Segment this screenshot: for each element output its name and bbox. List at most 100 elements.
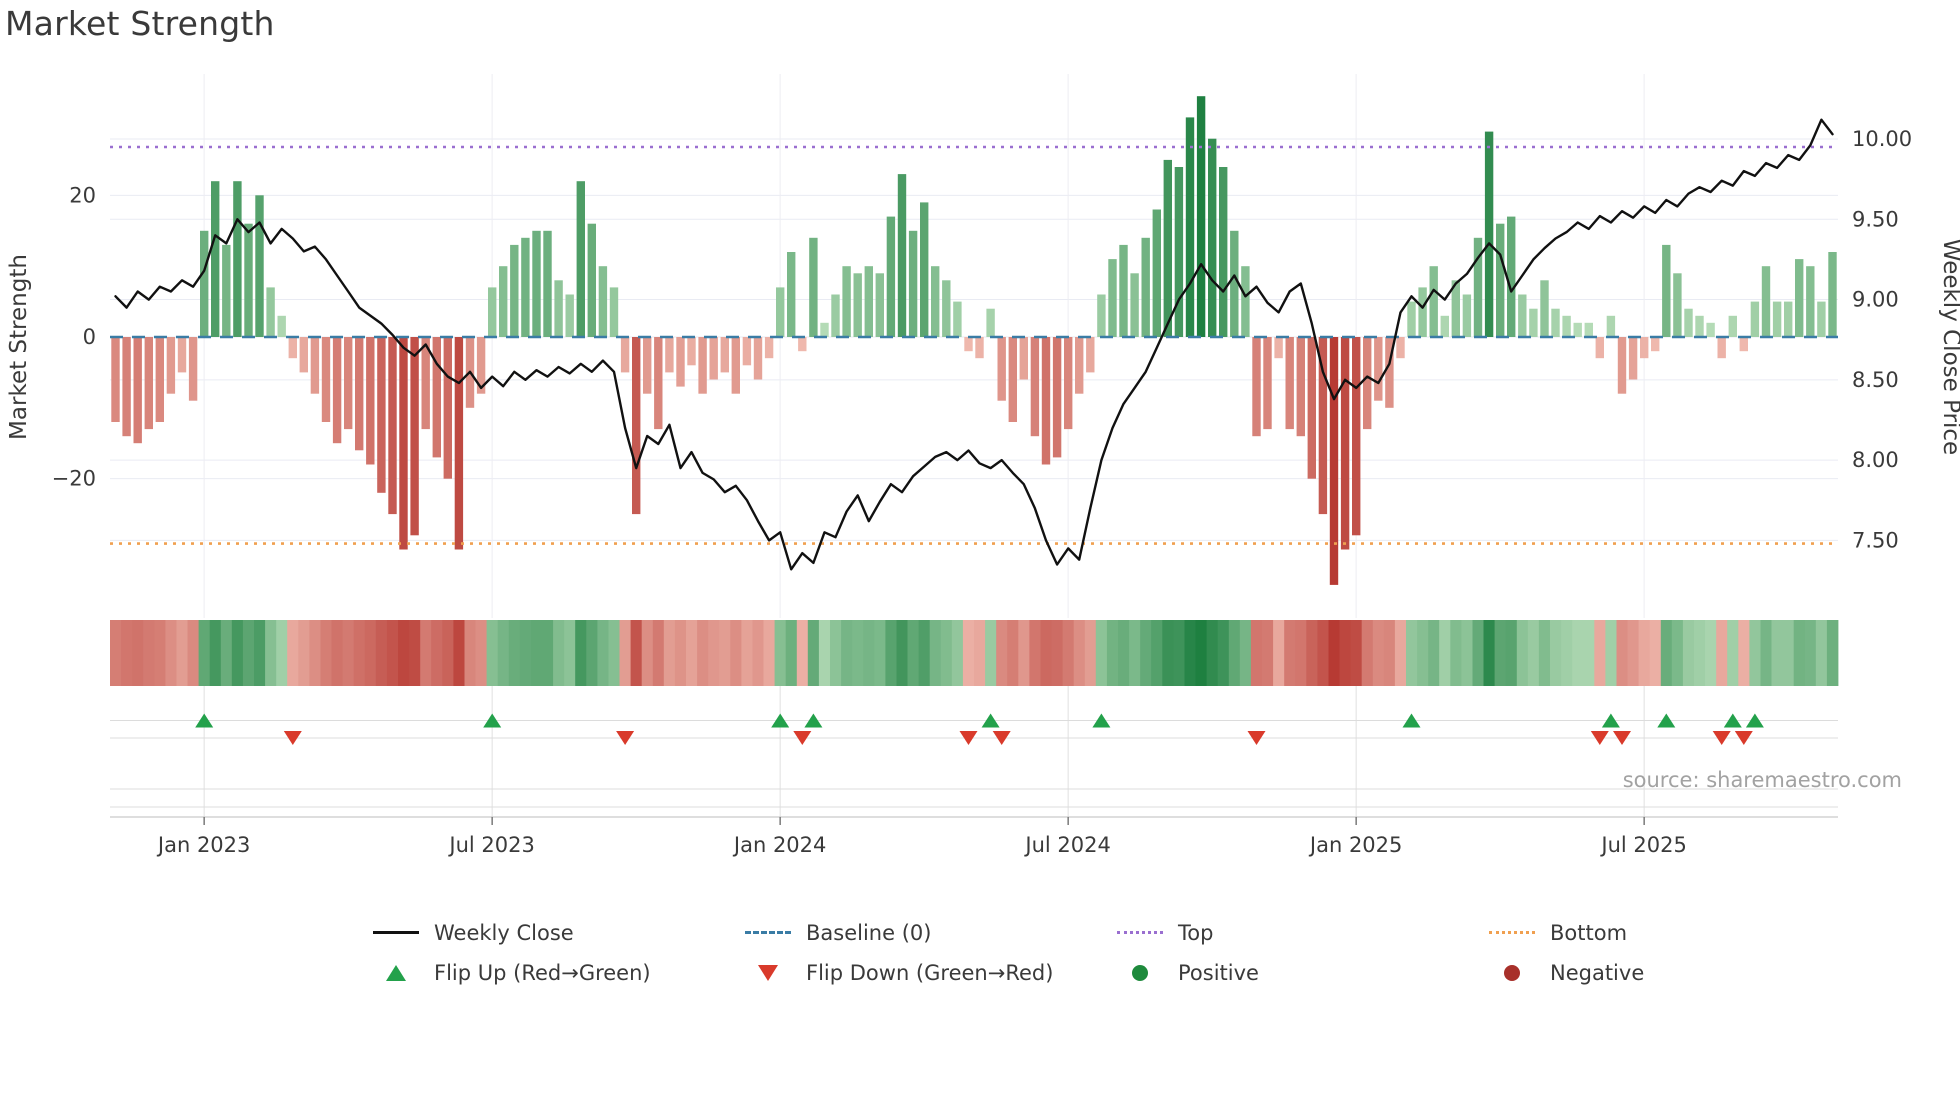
legend-label: Flip Down (Green→Red) xyxy=(806,960,1054,985)
strength-bar xyxy=(1551,308,1560,337)
heatmap-cell xyxy=(1782,620,1795,686)
strength-bar xyxy=(1529,308,1538,337)
left-tick-label: 20 xyxy=(69,183,96,207)
heatmap-cell xyxy=(896,620,908,686)
heatmap-cell xyxy=(154,620,166,686)
heatmap-cell xyxy=(1372,620,1385,686)
strength-bar xyxy=(532,230,541,337)
strength-bar xyxy=(742,337,752,366)
heatmap-cell xyxy=(874,620,886,686)
strength-bar xyxy=(997,337,1006,401)
heatmap-cell xyxy=(1317,620,1329,686)
legend-label: Positive xyxy=(1178,960,1259,985)
legend-positive: Positive xyxy=(1116,956,1488,989)
heatmap-cell xyxy=(807,620,820,686)
strength-bar xyxy=(133,337,142,444)
heatmap-cell xyxy=(663,620,676,686)
strength-bar xyxy=(853,273,862,337)
heatmap-cell xyxy=(1705,620,1717,686)
strength-bar xyxy=(1739,337,1748,352)
legend-label: Negative xyxy=(1550,960,1645,985)
strength-bar xyxy=(1086,337,1095,373)
strength-bar xyxy=(488,287,497,337)
heatmap-cell xyxy=(1439,620,1451,686)
strength-bar xyxy=(687,337,696,366)
strength-bar xyxy=(831,294,840,337)
strength-bar xyxy=(1363,337,1372,430)
strength-bar xyxy=(1285,337,1294,430)
right-tick-label: 8.00 xyxy=(1852,448,1899,472)
heatmap-cell xyxy=(176,620,188,686)
strength-bar xyxy=(709,337,718,380)
strength-bar xyxy=(698,337,707,394)
strength-bar xyxy=(1484,131,1494,337)
x-tick-label: Jan 2024 xyxy=(732,833,827,857)
strength-bar xyxy=(886,216,896,337)
strength-bar xyxy=(1241,266,1250,337)
strength-bar xyxy=(975,337,984,359)
strength-bar xyxy=(1041,337,1051,465)
strength-bar xyxy=(942,280,951,337)
heatmap-cell xyxy=(1273,620,1285,686)
heatmap-cell xyxy=(1029,620,1041,686)
heatmap-cell xyxy=(774,620,787,686)
heatmap-cell xyxy=(1472,620,1484,686)
heatmap-cell xyxy=(1140,620,1152,686)
strength-bar xyxy=(1318,337,1328,515)
legend-flip-down: Flip Down (Green→Red) xyxy=(744,956,1116,989)
heatmap-cell xyxy=(852,620,864,686)
heatmap-cell xyxy=(1682,620,1695,686)
heatmap-cell xyxy=(1173,620,1185,686)
flip-up-triangle-icon xyxy=(386,964,406,981)
strength-bar xyxy=(111,337,120,422)
strength-bar xyxy=(964,337,973,352)
strength-heatmap xyxy=(110,620,1839,686)
heatmap-cell xyxy=(1694,620,1706,686)
strength-bar xyxy=(931,266,940,337)
heatmap-cell xyxy=(730,620,742,686)
strength-bar xyxy=(764,337,774,359)
heatmap-cell xyxy=(132,620,144,686)
heatmap-cell xyxy=(1649,620,1662,686)
strength-bar xyxy=(321,337,331,422)
strength-bar xyxy=(244,223,253,337)
strength-bar xyxy=(255,195,264,337)
heatmap-cell xyxy=(796,620,809,686)
legend-negative: Negative xyxy=(1488,956,1860,989)
heatmap-cell xyxy=(1494,620,1507,686)
strength-bar xyxy=(222,244,231,337)
heatmap-cell xyxy=(486,620,499,686)
heatmap-cell xyxy=(830,620,842,686)
strength-bar xyxy=(1462,294,1472,337)
x-tick-label: Jul 2025 xyxy=(1599,833,1686,857)
heatmap-cell xyxy=(110,620,122,686)
strength-bar xyxy=(620,337,630,373)
strength-bar xyxy=(1329,337,1339,585)
heatmap-cell xyxy=(962,620,975,686)
strength-bar xyxy=(1119,244,1128,337)
heatmap-cell xyxy=(1815,620,1828,686)
strength-bar xyxy=(1806,266,1815,337)
strength-bars xyxy=(111,96,1837,585)
strength-bar xyxy=(842,266,851,337)
heatmap-cell xyxy=(398,620,410,686)
heatmap-cell xyxy=(1162,620,1174,686)
negative-dot-icon xyxy=(1504,964,1520,981)
heatmap-cell xyxy=(1295,620,1307,686)
market-strength-chart: Jan 2023 Jul 2023 Jan 2024 Jul 2024 Jan 2025… xyxy=(6,74,1960,857)
heatmap-cell xyxy=(1594,620,1606,686)
heatmap-cell xyxy=(209,620,222,686)
strength-bar xyxy=(1728,315,1737,337)
heatmap-cell xyxy=(630,620,643,686)
heatmap-cell xyxy=(1406,620,1418,686)
strength-bar xyxy=(897,174,907,337)
heatmap-cell xyxy=(1749,620,1761,686)
strength-bar xyxy=(1374,337,1383,401)
right-tick-label: 9.50 xyxy=(1852,207,1899,231)
heatmap-cell xyxy=(641,620,654,686)
strength-bar xyxy=(986,308,995,337)
strength-bar xyxy=(820,322,829,337)
left-tick-label: −20 xyxy=(52,467,96,491)
heatmap-cell xyxy=(1151,620,1163,686)
strength-bar xyxy=(731,337,740,394)
